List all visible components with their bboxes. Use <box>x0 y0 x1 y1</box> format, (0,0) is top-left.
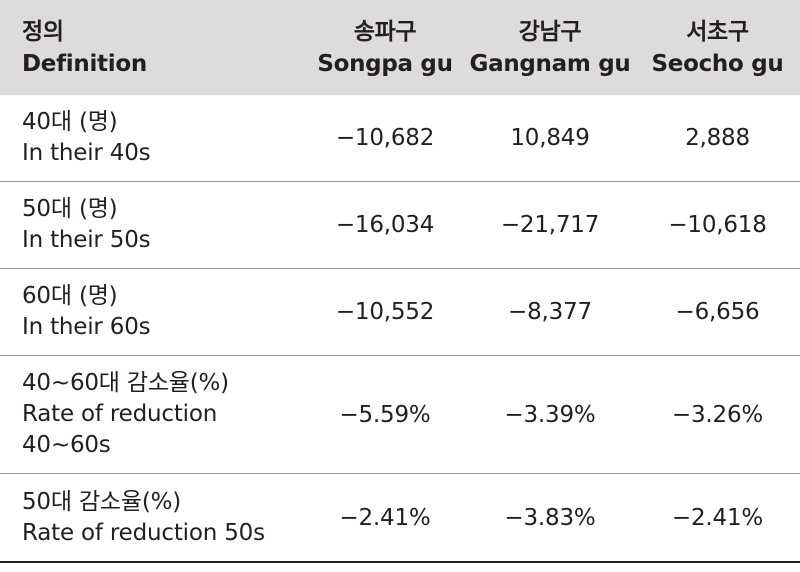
row-label-ko: 50대 (명) <box>22 196 118 222</box>
row-label: 60대 (명) In their 60s <box>0 269 305 355</box>
row-label-ko: 40~60대 감소율(%) <box>22 370 229 396</box>
cell-gangnam: −21,717 <box>500 212 600 238</box>
table-row: 60대 (명) In their 60s −10,552 −8,377 −6,6… <box>0 269 800 356</box>
table-row: 50대 (명) In their 50s −16,034 −21,717 −10… <box>0 182 800 269</box>
header-songpa-en: Songpa gu <box>317 50 453 77</box>
header-definition-ko: 정의 <box>22 18 64 45</box>
cell-seocho: 2,888 <box>685 125 750 151</box>
cell-seocho: −10,618 <box>668 212 767 238</box>
cell-gangnam: 10,849 <box>510 125 590 151</box>
header-seocho-ko: 서초구 <box>686 18 749 45</box>
cell-songpa: −10,682 <box>335 125 435 151</box>
header-definition-en: Definition <box>22 50 147 77</box>
row-label-en: In their 60s <box>22 314 151 340</box>
cell-songpa: −10,552 <box>335 299 435 325</box>
table-row: 50대 감소율(%) Rate of reduction 50s −2.41% … <box>0 474 800 563</box>
cell-gangnam: −8,377 <box>508 299 592 325</box>
row-label: 40대 (명) In their 40s <box>0 95 305 181</box>
cell-seocho: −2.41% <box>671 504 764 531</box>
header-gangnam: 강남구 Gangnam gu <box>465 0 635 95</box>
row-label-en: In their 40s <box>22 140 151 166</box>
header-gangnam-ko: 강남구 <box>518 18 582 45</box>
header-songpa: 송파구 Songpa gu <box>305 0 465 95</box>
cell-seocho: −6,656 <box>675 299 760 325</box>
header-gangnam-en: Gangnam gu <box>469 50 631 77</box>
row-label: 50대 감소율(%) Rate of reduction 50s <box>0 474 305 561</box>
header-songpa-ko: 송파구 <box>353 18 417 45</box>
row-label: 40~60대 감소율(%) Rate of reduction 40~60s <box>0 356 305 473</box>
row-label-en-2: 40~60s <box>22 432 111 458</box>
table-row: 40~60대 감소율(%) Rate of reduction 40~60s −… <box>0 356 800 474</box>
row-label-en: In their 50s <box>22 227 151 253</box>
row-label-ko: 60대 (명) <box>22 283 118 309</box>
row-label-en: Rate of reduction <box>22 401 218 427</box>
cell-songpa: −2.41% <box>339 504 431 531</box>
cell-gangnam: −3.39% <box>504 401 596 428</box>
cell-gangnam: −3.83% <box>504 504 596 531</box>
table-row: 40대 (명) In their 40s −10,682 10,849 2,88… <box>0 95 800 182</box>
row-label-ko: 50대 감소율(%) <box>22 488 182 515</box>
header-seocho-en: Seocho gu <box>651 50 784 77</box>
cell-songpa: −5.59% <box>339 401 431 428</box>
cell-songpa: −16,034 <box>335 212 435 238</box>
table-header: 정의 Definition 송파구 Songpa gu 강남구 Gangnam … <box>0 0 800 95</box>
cell-seocho: −3.26% <box>671 401 764 428</box>
row-label: 50대 (명) In their 50s <box>0 182 305 268</box>
header-definition: 정의 Definition <box>0 0 305 95</box>
header-seocho: 서초구 Seocho gu <box>635 0 800 95</box>
row-label-en: Rate of reduction 50s <box>22 519 265 546</box>
row-label-ko: 40대 (명) <box>22 109 118 135</box>
